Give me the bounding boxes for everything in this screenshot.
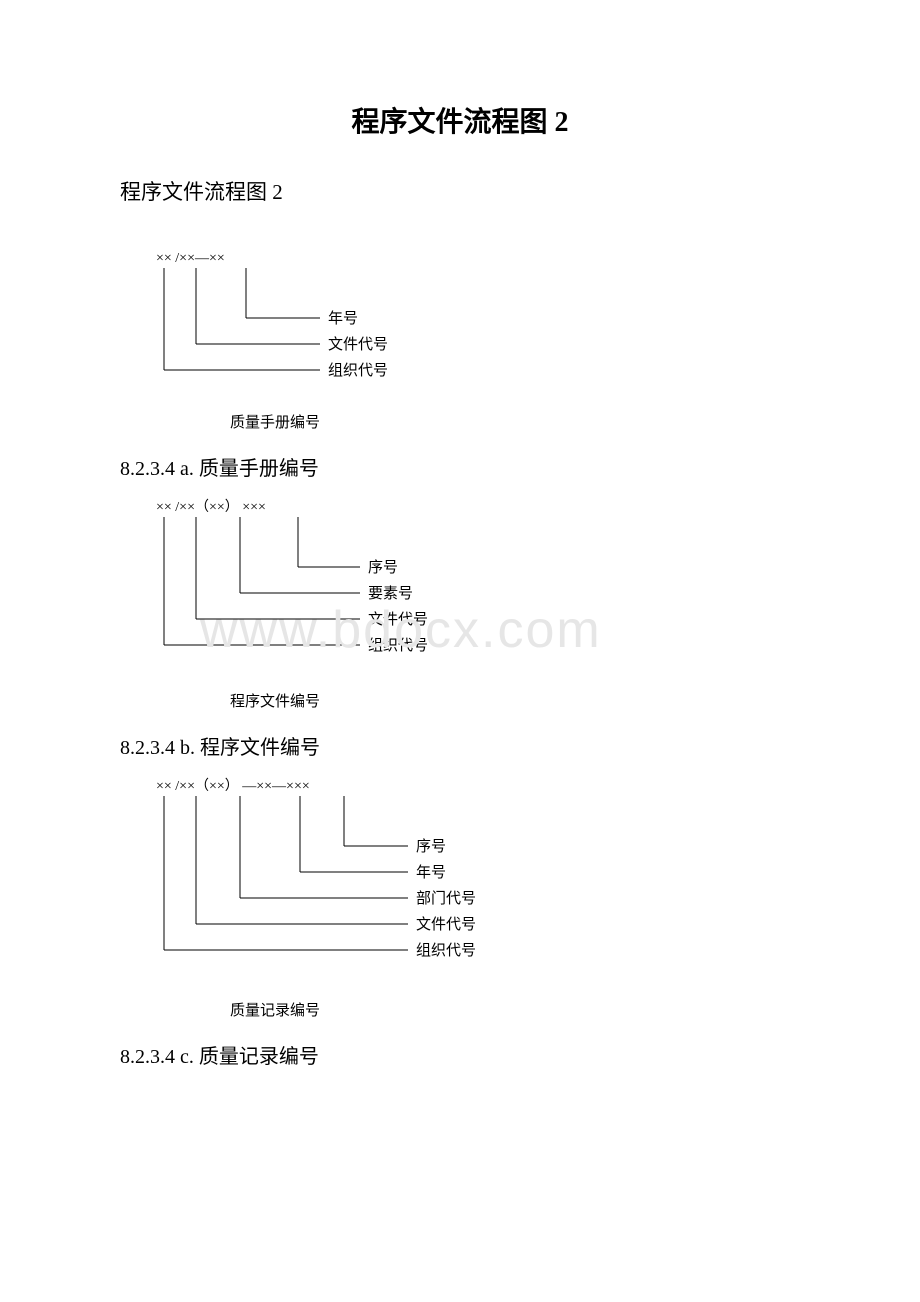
section-heading-a: 8.2.3.4 a. 质量手册编号 bbox=[120, 452, 800, 481]
svg-text:序号: 序号 bbox=[368, 559, 398, 576]
section-heading-b: 8.2.3.4 b. 程序文件编号 bbox=[120, 731, 800, 760]
svg-text:要素号: 要素号 bbox=[368, 585, 413, 602]
diagram-procedure-file: ×× /××（××） ××× 序号要素号文件代号组织代号 bbox=[140, 495, 800, 680]
diagram-svg-1: ×× /××—×× 年号文件代号组织代号 bbox=[140, 246, 540, 396]
svg-text:年号: 年号 bbox=[328, 310, 358, 327]
diagram-quality-record: ×× /××（××） —××—××× 序号年号部门代号文件代号组织代号 bbox=[140, 774, 800, 989]
svg-text:部门代号: 部门代号 bbox=[416, 890, 476, 907]
svg-text:×× /××（××） ×××: ×× /××（××） ××× bbox=[156, 499, 266, 515]
document-page: www.bdocx.com 程序文件流程图 2 程序文件流程图 2 ×× /××… bbox=[0, 0, 920, 1143]
page-subtitle: 程序文件流程图 2 bbox=[120, 176, 800, 206]
svg-text:×× /××（××） —××—×××: ×× /××（××） —××—××× bbox=[156, 778, 310, 794]
section-heading-c: 8.2.3.4 c. 质量记录编号 bbox=[120, 1040, 800, 1069]
svg-text:组织代号: 组织代号 bbox=[328, 362, 388, 379]
diagram-svg-2: ×× /××（××） ××× 序号要素号文件代号组织代号 bbox=[140, 495, 560, 675]
diagram-svg-3: ×× /××（××） —××—××× 序号年号部门代号文件代号组织代号 bbox=[140, 774, 600, 984]
svg-text:文件代号: 文件代号 bbox=[368, 611, 428, 628]
diagram-caption-2: 程序文件编号 bbox=[120, 690, 800, 711]
svg-text:×× /××—××: ×× /××—×× bbox=[156, 251, 225, 266]
svg-text:组织代号: 组织代号 bbox=[416, 942, 476, 959]
page-title: 程序文件流程图 2 bbox=[120, 100, 800, 140]
svg-text:序号: 序号 bbox=[416, 838, 446, 855]
diagram-caption-3: 质量记录编号 bbox=[120, 999, 800, 1020]
svg-text:组织代号: 组织代号 bbox=[368, 637, 428, 654]
svg-text:文件代号: 文件代号 bbox=[416, 916, 476, 933]
svg-text:文件代号: 文件代号 bbox=[328, 336, 388, 353]
diagram-quality-manual: ×× /××—×× 年号文件代号组织代号 bbox=[140, 246, 800, 401]
diagram-caption-1: 质量手册编号 bbox=[120, 411, 800, 432]
svg-text:年号: 年号 bbox=[416, 864, 446, 881]
